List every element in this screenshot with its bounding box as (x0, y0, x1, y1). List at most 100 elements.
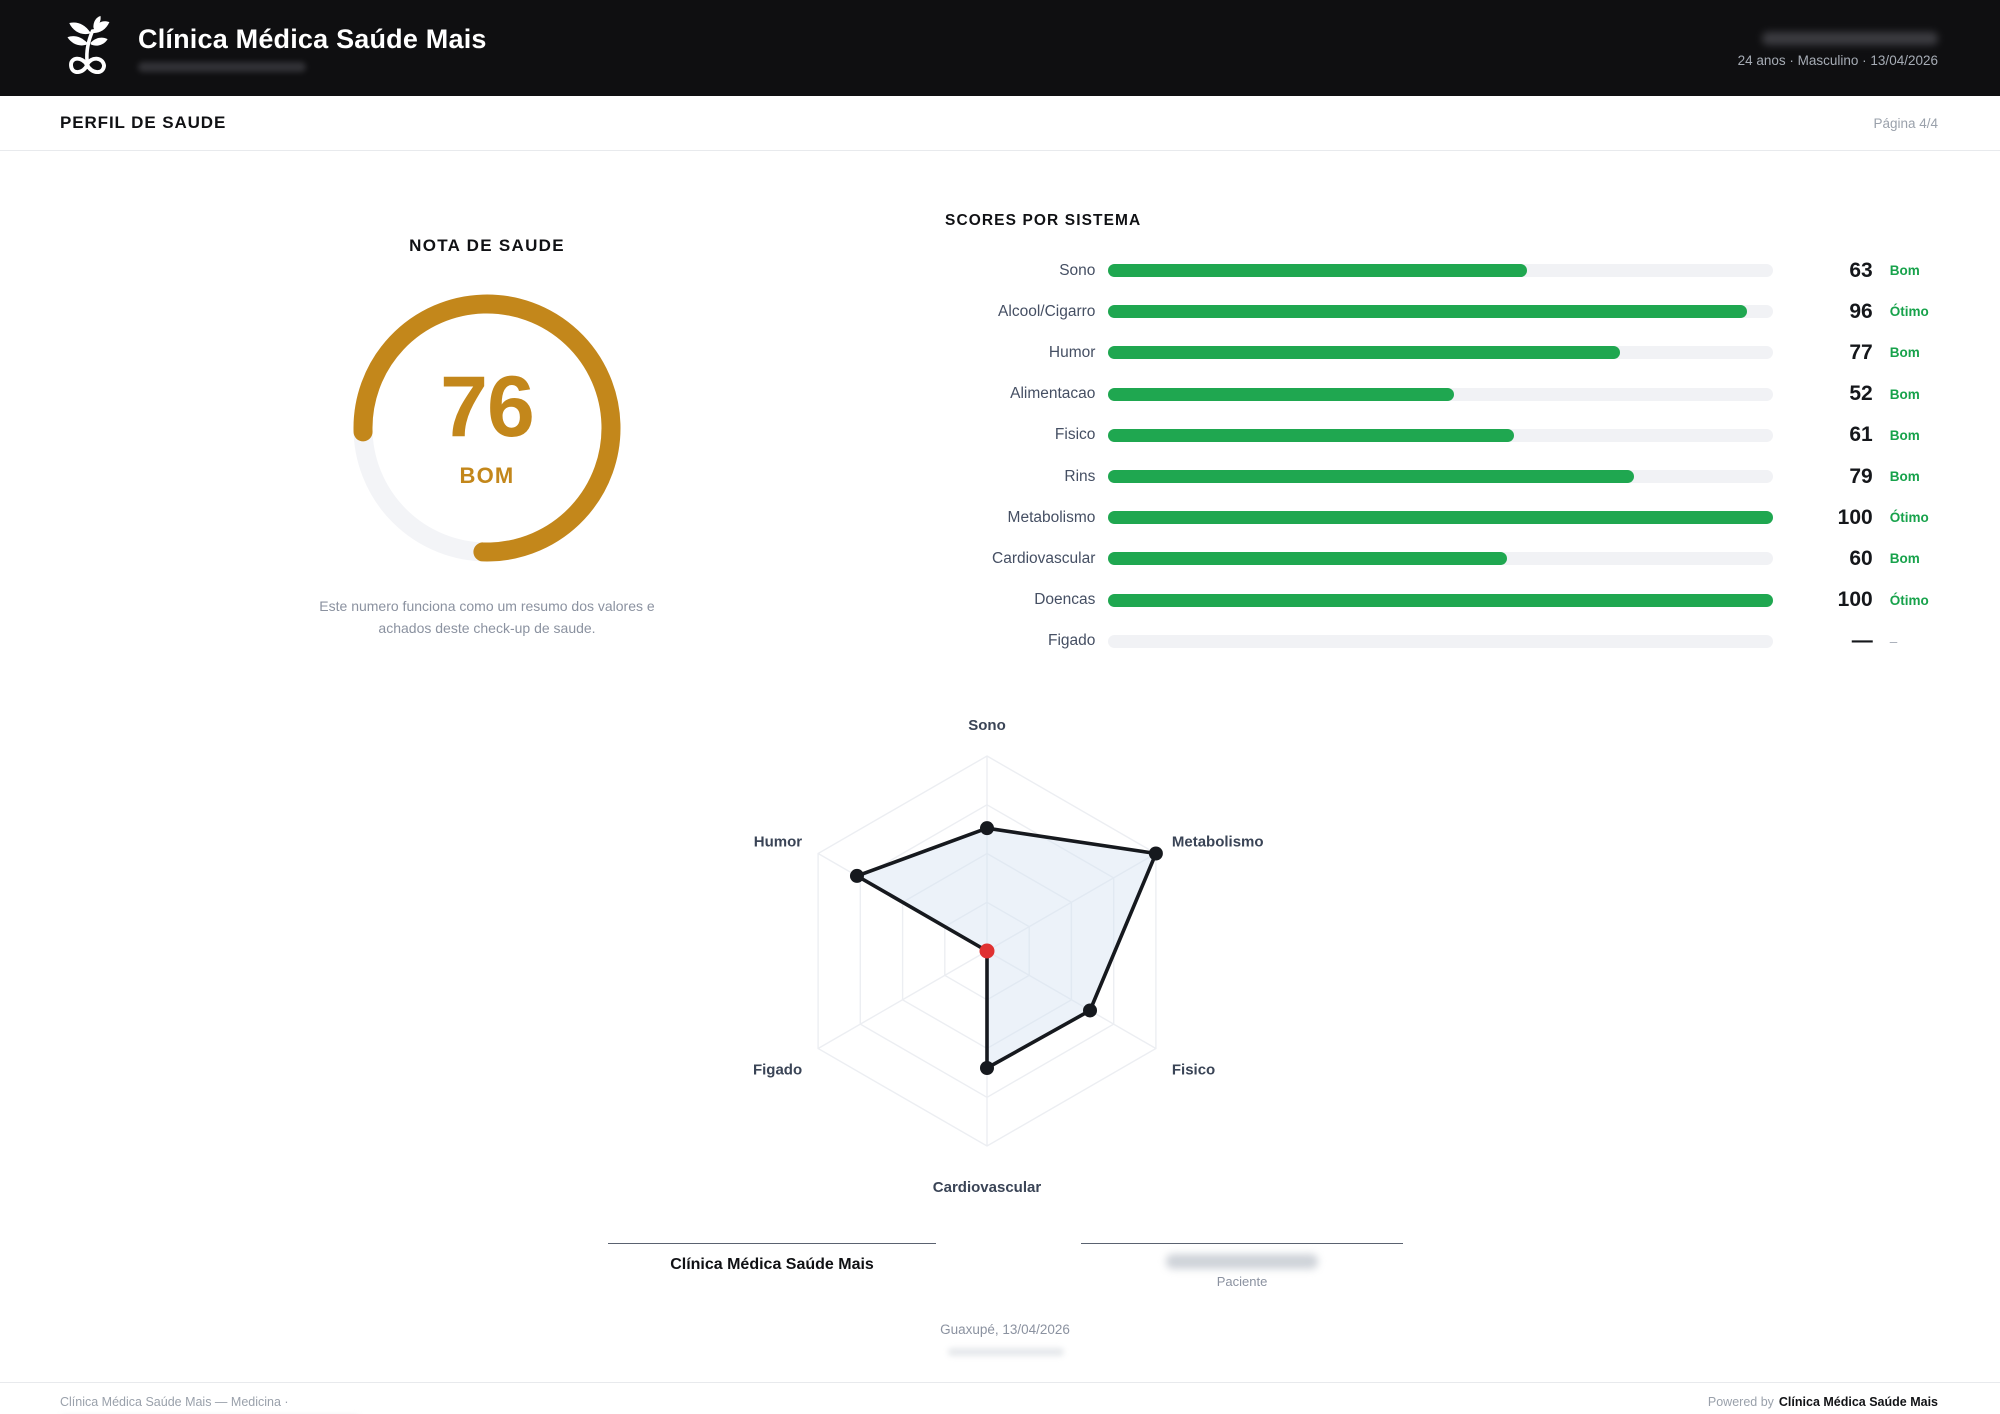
brand-text: Clínica Médica Saúde Mais (138, 24, 487, 72)
score-bar-fill (1108, 428, 1515, 442)
score-label: Humor (1048, 343, 1096, 361)
score-row: Doencas 100 Ótimo (945, 580, 1959, 621)
redacted-clinic-subtitle (138, 62, 306, 72)
radar-grid-spoke (817, 950, 988, 1050)
score-bar-track (1108, 264, 1774, 278)
score-status: Ótimo (1889, 304, 1929, 320)
clinic-signature: Clínica Médica Saúde Mais (608, 1243, 936, 1274)
redacted-note (948, 1348, 1064, 1356)
score-bar-track (1108, 428, 1774, 442)
health-score-section: NOTA DE SAUDE 76 BOM Este numero funcion… (287, 236, 687, 639)
score-value: — (1851, 629, 1873, 653)
radar-axis-label: Figado (753, 1062, 802, 1079)
score-row: Rins 79 Bom (945, 456, 1959, 497)
clinic-logo-icon (58, 13, 118, 83)
radar-axis-label: Metabolismo (1172, 834, 1264, 851)
footer-clinic-text: Clínica Médica Saúde Mais — Medicina · (60, 1395, 289, 1409)
page-number: Página 4/4 (1873, 115, 1938, 131)
score-bar-track (1108, 634, 1774, 648)
score-row: Alimentacao 52 Bom (945, 374, 1959, 415)
patient-signature-role: Paciente (1216, 1274, 1268, 1289)
score-bar-track (1108, 593, 1774, 607)
gauge-ring (353, 294, 621, 562)
gauge-note: Este numero funciona como um resumo dos … (319, 598, 655, 636)
scores-title: SCORES POR SISTEMA (945, 212, 1142, 229)
clinic-name: Clínica Médica Saúde Mais (138, 24, 487, 54)
brand: Clínica Médica Saúde Mais (58, 13, 487, 83)
radar-chart: Sono Metabolismo Fisico Cardiovascular Figad… (753, 717, 1264, 1196)
footer-powered: Powered by Clínica Médica Saúde Mais (1708, 1395, 1938, 1409)
subheader: PERFIL DE SAUDE Página 4/4 (0, 96, 2000, 151)
place-date: Guaxupé, 13/04/2026 (940, 1322, 1070, 1337)
footer-left: Clínica Médica Saúde Mais — Medicina · (60, 1395, 360, 1414)
score-status: Bom (1889, 345, 1920, 361)
page-title: PERFIL DE SAUDE (60, 113, 227, 132)
score-label: Alcool/Cigarro (998, 302, 1096, 320)
score-value: 100 (1837, 505, 1873, 529)
score-row: Cardiovascular 60 Bom (945, 538, 1959, 579)
score-value: 63 (1849, 258, 1873, 282)
score-value: 61 (1849, 423, 1873, 447)
score-bar-track (1108, 511, 1774, 525)
radar-data-polygon (855, 826, 1158, 1070)
score-rows: Sono 63 Bom Alcool/Cigarro 96 Ótimo Humor 77 Bom… (945, 250, 1959, 662)
score-bar-track (1108, 387, 1774, 401)
score-status: Bom (1889, 386, 1920, 402)
score-bar-fill (1108, 264, 1528, 278)
patient-signature: Paciente (1081, 1243, 1403, 1289)
score-bar-fill (1108, 470, 1634, 484)
radar-axis-label: Fisico (1172, 1062, 1215, 1079)
score-status: Ótimo (1889, 510, 1929, 526)
score-status: Ótimo (1889, 592, 1929, 608)
health-score-gauge: 76 BOM (353, 294, 621, 562)
score-status: – (1889, 633, 1898, 649)
radar-axis-label: Sono (968, 717, 1006, 734)
score-status: Bom (1889, 551, 1920, 567)
score-label: Rins (1064, 467, 1096, 485)
radar-point (980, 821, 994, 836)
score-label: Cardiovascular (992, 549, 1096, 567)
radar-axis-label: Humor (754, 834, 802, 851)
score-bar-track (1108, 552, 1774, 566)
score-row: Humor 77 Bom (945, 332, 1959, 373)
health-score-value: 76 (440, 359, 535, 456)
clinic-signature-name: Clínica Médica Saúde Mais (670, 1256, 874, 1273)
signature-line (1081, 1243, 1403, 1244)
score-status: Bom (1889, 263, 1920, 279)
radar-point-missing (979, 943, 995, 959)
score-label: Metabolismo (1007, 508, 1096, 526)
score-bar-fill (1108, 387, 1455, 401)
radar-point (849, 868, 864, 883)
radar-grid-spoke (986, 950, 1157, 1050)
score-value: 100 (1837, 588, 1873, 612)
score-bar-fill (1108, 511, 1774, 525)
score-label: Fisico (1054, 426, 1096, 444)
score-row: Alcool/Cigarro 96 Ótimo (945, 291, 1959, 332)
score-status: Bom (1889, 427, 1920, 443)
redacted-patient-signature-name (1166, 1254, 1318, 1269)
score-bar-fill (1108, 593, 1774, 607)
gauge-center: 76 BOM (353, 294, 621, 562)
powered-by-brand: Clínica Médica Saúde Mais (1778, 1395, 1938, 1409)
gauge-title: NOTA DE SAUDE (409, 236, 565, 255)
header: Clínica Médica Saúde Mais 24 anos · Masc… (0, 0, 2000, 96)
radar-point (1083, 1003, 1098, 1018)
score-bar-fill (1108, 346, 1621, 360)
score-value: 96 (1849, 299, 1873, 323)
score-row: Metabolismo 100 Ótimo (945, 497, 1959, 538)
signature-line (608, 1243, 936, 1244)
score-label: Sono (1059, 261, 1096, 279)
score-bar-fill (1108, 305, 1747, 319)
score-value: 79 (1849, 464, 1873, 488)
health-score-label: BOM (459, 462, 515, 488)
score-label: Alimentacao (1010, 385, 1096, 403)
score-row: Sono 63 Bom (945, 250, 1959, 291)
radar-point (1148, 846, 1163, 861)
score-bar-track (1108, 470, 1774, 484)
patient-meta: 24 anos · Masculino · 13/04/2026 (1737, 53, 1938, 68)
score-status: Bom (1889, 469, 1920, 485)
patient-summary: 24 anos · Masculino · 13/04/2026 (1738, 32, 1938, 68)
score-bar-track (1108, 346, 1774, 360)
system-scores-section: SCORES POR SISTEMA Sono 63 Bom Alcool/Cigar… (945, 212, 1959, 662)
